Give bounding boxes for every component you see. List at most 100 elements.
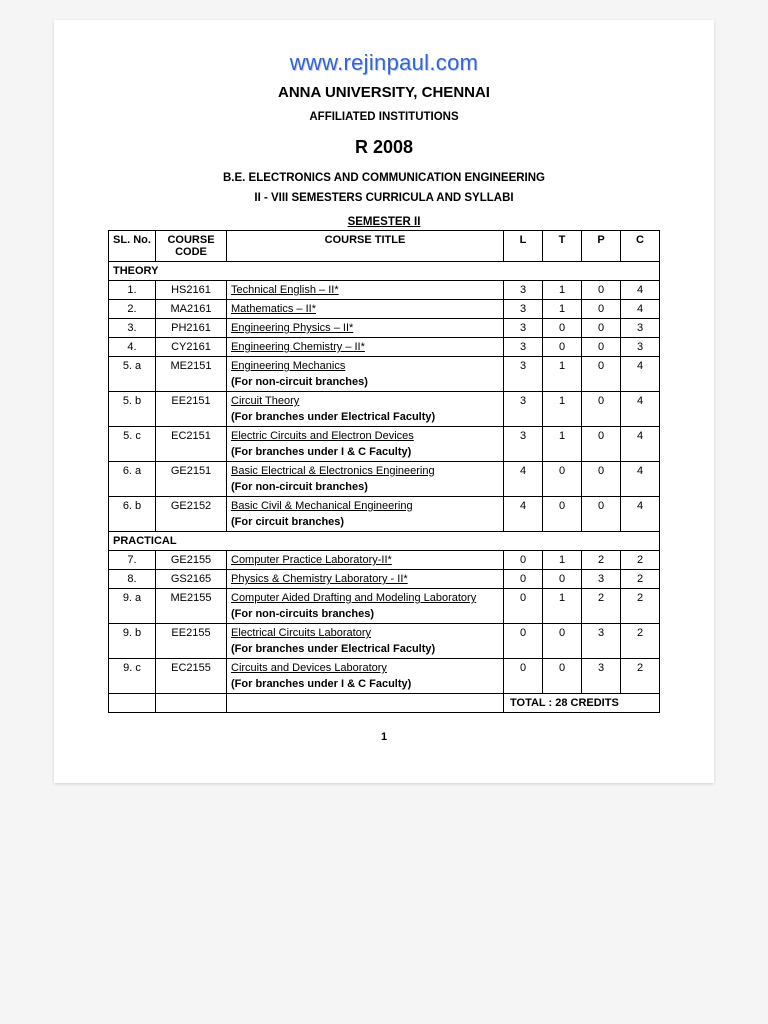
cell-t: 0 xyxy=(543,570,582,589)
cell-course-code: PH2161 xyxy=(156,319,227,338)
cell-l: 0 xyxy=(504,659,543,694)
cell-l: 0 xyxy=(504,589,543,624)
cell-l: 3 xyxy=(504,281,543,300)
cell-t: 1 xyxy=(543,427,582,462)
cell-l: 0 xyxy=(504,570,543,589)
course-title-text: Electrical Circuits Laboratory xyxy=(231,627,371,639)
col-l: L xyxy=(504,231,543,262)
course-title-text: Engineering Mechanics xyxy=(231,360,345,372)
cell-course-title: Electrical Circuits Laboratory(For branc… xyxy=(227,624,504,659)
cell-course-code: GS2165 xyxy=(156,570,227,589)
cell-course-title: Engineering Mechanics(For non-circuit br… xyxy=(227,357,504,392)
cell-p: 3 xyxy=(582,624,621,659)
table-row: 5. bEE2151Circuit Theory(For branches un… xyxy=(109,392,660,427)
cell-t: 0 xyxy=(543,497,582,532)
table-header-row: SL. No. COURSE CODE COURSE TITLE L T P C xyxy=(109,231,660,262)
cell-p: 0 xyxy=(582,462,621,497)
course-title-text: Physics & Chemistry Laboratory - II* xyxy=(231,573,408,585)
cell-c: 4 xyxy=(621,427,660,462)
page-number: 1 xyxy=(108,731,660,743)
cell-course-code: CY2161 xyxy=(156,338,227,357)
table-row: 6. bGE2152Basic Civil & Mechanical Engin… xyxy=(109,497,660,532)
cell-p: 2 xyxy=(582,589,621,624)
cell-course-code: HS2161 xyxy=(156,281,227,300)
cell-c: 2 xyxy=(621,570,660,589)
cell-t: 1 xyxy=(543,281,582,300)
course-title-text: Basic Civil & Mechanical Engineering xyxy=(231,500,413,512)
table-row: 3.PH2161Engineering Physics – II*3003 xyxy=(109,319,660,338)
cell-course-code: MA2161 xyxy=(156,300,227,319)
cell-t: 0 xyxy=(543,319,582,338)
course-title-text: Circuits and Devices Laboratory xyxy=(231,662,387,674)
curriculum-table: SL. No. COURSE CODE COURSE TITLE L T P C… xyxy=(108,230,660,713)
course-title-text: Engineering Physics – II* xyxy=(231,322,353,334)
course-title-text: Basic Electrical & Electronics Engineeri… xyxy=(231,465,435,477)
cell-t: 1 xyxy=(543,357,582,392)
cell-course-title: Engineering Chemistry – II* xyxy=(227,338,504,357)
course-note: (For non-circuit branches) xyxy=(231,481,499,493)
cell-sl: 8. xyxy=(109,570,156,589)
course-note: (For branches under I & C Faculty) xyxy=(231,678,499,690)
cell-course-code: EC2155 xyxy=(156,659,227,694)
course-title-text: Circuit Theory xyxy=(231,395,299,407)
course-title-text: Engineering Chemistry – II* xyxy=(231,341,365,353)
course-title-text: Technical English – II* xyxy=(231,284,339,296)
col-p: P xyxy=(582,231,621,262)
course-note: (For branches under I & C Faculty) xyxy=(231,446,499,458)
table-row: 4.CY2161Engineering Chemistry – II*3003 xyxy=(109,338,660,357)
cell-t: 0 xyxy=(543,624,582,659)
cell-p: 0 xyxy=(582,357,621,392)
table-row: 7.GE2155Computer Practice Laboratory-II*… xyxy=(109,551,660,570)
cell-c: 4 xyxy=(621,462,660,497)
total-credits: TOTAL : 28 CREDITS xyxy=(504,694,660,713)
table-row: 2.MA2161Mathematics – II*3104 xyxy=(109,300,660,319)
cell-course-title: Engineering Physics – II* xyxy=(227,319,504,338)
cell-l: 3 xyxy=(504,392,543,427)
degree-title: B.E. ELECTRONICS AND COMMUNICATION ENGIN… xyxy=(108,172,660,184)
curriculum-subtitle: II - VIII SEMESTERS CURRICULA AND SYLLAB… xyxy=(108,192,660,204)
cell-course-code: GE2152 xyxy=(156,497,227,532)
cell-course-code: EE2151 xyxy=(156,392,227,427)
cell-t: 1 xyxy=(543,300,582,319)
university-name: ANNA UNIVERSITY, CHENNAI xyxy=(108,84,660,101)
col-code: COURSE CODE xyxy=(156,231,227,262)
syllabus-page: www.rejinpaul.com ANNA UNIVERSITY, CHENN… xyxy=(54,20,714,783)
cell-l: 3 xyxy=(504,427,543,462)
cell-t: 1 xyxy=(543,589,582,624)
cell-course-title: Technical English – II* xyxy=(227,281,504,300)
cell-sl: 9. b xyxy=(109,624,156,659)
cell-sl: 2. xyxy=(109,300,156,319)
cell-course-title: Physics & Chemistry Laboratory - II* xyxy=(227,570,504,589)
cell-c: 2 xyxy=(621,589,660,624)
cell-course-title: Circuits and Devices Laboratory (For bran… xyxy=(227,659,504,694)
cell-course-code: EE2155 xyxy=(156,624,227,659)
cell-course-code: ME2151 xyxy=(156,357,227,392)
cell-sl: 7. xyxy=(109,551,156,570)
cell-c: 4 xyxy=(621,357,660,392)
cell-t: 0 xyxy=(543,462,582,497)
section-theory: THEORY xyxy=(109,262,660,281)
cell-l: 0 xyxy=(504,551,543,570)
cell-course-code: EC2151 xyxy=(156,427,227,462)
cell-t: 0 xyxy=(543,338,582,357)
total-row: TOTAL : 28 CREDITS xyxy=(109,694,660,713)
cell-p: 3 xyxy=(582,659,621,694)
course-title-text: Computer Practice Laboratory-II* xyxy=(231,554,392,566)
cell-sl: 9. c xyxy=(109,659,156,694)
cell-p: 0 xyxy=(582,319,621,338)
course-note: (For non-circuits branches) xyxy=(231,608,499,620)
watermark-url: www.rejinpaul.com xyxy=(108,50,660,76)
cell-l: 3 xyxy=(504,357,543,392)
course-title-text: Computer Aided Drafting and Modeling Lab… xyxy=(231,592,476,604)
affiliated-label: AFFILIATED INSTITUTIONS xyxy=(108,111,660,123)
cell-c: 4 xyxy=(621,392,660,427)
cell-l: 3 xyxy=(504,319,543,338)
table-row: 1.HS2161Technical English – II*3104 xyxy=(109,281,660,300)
table-row: 9. bEE2155Electrical Circuits Laboratory… xyxy=(109,624,660,659)
cell-p: 3 xyxy=(582,570,621,589)
cell-sl: 4. xyxy=(109,338,156,357)
cell-c: 4 xyxy=(621,281,660,300)
course-title-text: Mathematics – II* xyxy=(231,303,316,315)
cell-c: 2 xyxy=(621,551,660,570)
cell-p: 0 xyxy=(582,338,621,357)
